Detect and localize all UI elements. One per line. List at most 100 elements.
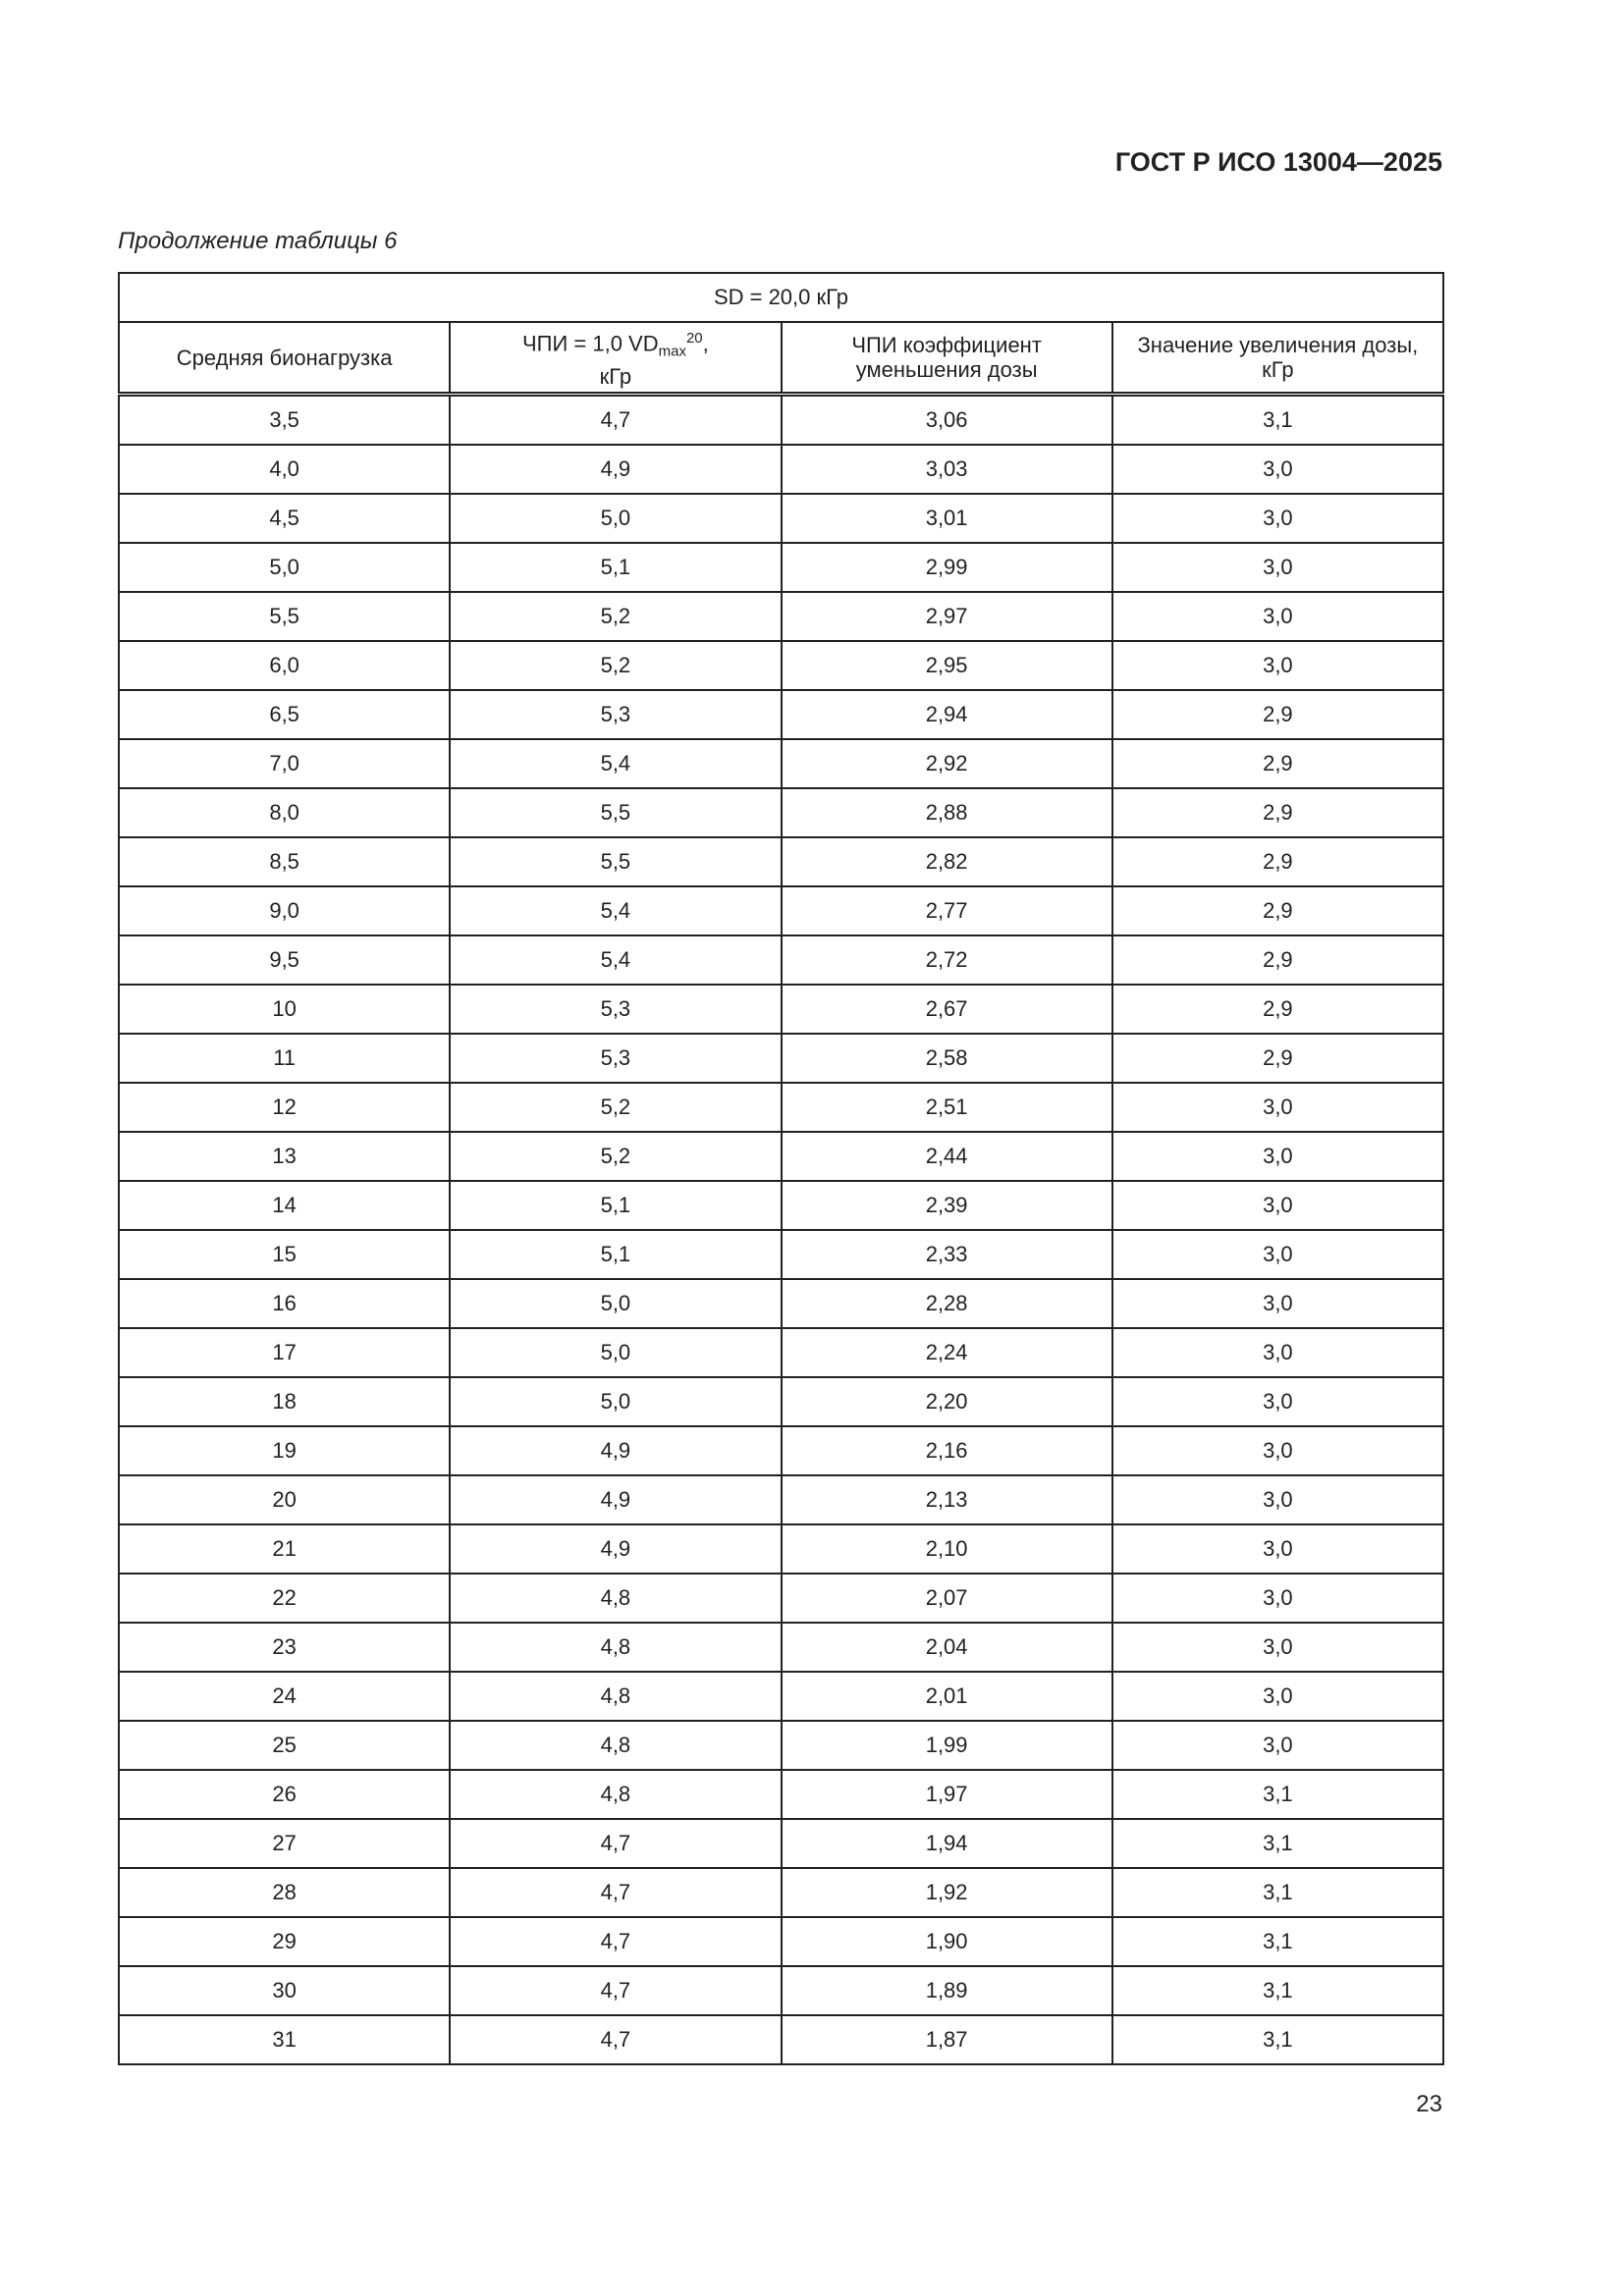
table-row: 26 4,8 1,97 3,1	[117, 1769, 1445, 1820]
vdmax-cell: 5,5	[449, 836, 783, 887]
table-row: 7,0 5,4 2,92 2,9	[117, 738, 1445, 789]
dose-increment-cell: 3,0	[1110, 640, 1445, 691]
reduction-factor-cell: 3,03	[780, 444, 1113, 495]
bioburden-cell: 28	[117, 1867, 452, 1918]
bioburden-cell: 18	[117, 1376, 452, 1427]
vdmax-cell: 4,8	[449, 1622, 783, 1673]
vdmax-cell: 5,4	[449, 885, 783, 936]
table-row: 6,0 5,2 2,95 3,0	[117, 640, 1445, 691]
vdmax-cell: 4,9	[449, 1523, 783, 1575]
bioburden-cell: 12	[117, 1082, 452, 1133]
header-reduction-line1: ЧПИ коэффициент	[851, 333, 1042, 357]
vdmax-cell: 4,9	[449, 444, 783, 495]
table-row: 20 4,9 2,13 3,0	[117, 1474, 1445, 1525]
reduction-factor-cell: 2,82	[780, 836, 1113, 887]
bioburden-cell: 8,0	[117, 787, 452, 838]
reduction-factor-cell: 2,99	[780, 542, 1113, 593]
table-row: 30 4,7 1,89 3,1	[117, 1965, 1445, 2016]
bioburden-cell: 14	[117, 1180, 452, 1231]
reduction-factor-cell: 2,72	[780, 934, 1113, 986]
table-caption: Продолжение таблицы 6	[118, 228, 398, 254]
reduction-factor-cell: 2,01	[780, 1671, 1113, 1722]
bioburden-cell: 5,0	[117, 542, 452, 593]
dose-increment-cell: 3,0	[1110, 1622, 1445, 1673]
dose-increment-cell: 3,1	[1110, 1818, 1445, 1869]
bioburden-cell: 11	[117, 1033, 452, 1084]
vdmax-cell: 5,0	[449, 493, 783, 544]
reduction-factor-cell: 2,20	[780, 1376, 1113, 1427]
reduction-factor-cell: 2,16	[780, 1425, 1113, 1476]
vdmax-cell: 5,3	[449, 689, 783, 740]
table-row: 31 4,7 1,87 3,1	[117, 2014, 1445, 2065]
header-dose-increment: Значение увеличения дозы, кГр	[1110, 321, 1445, 397]
vdmax-cell: 4,7	[449, 2014, 783, 2065]
vdmax-cell: 5,0	[449, 1327, 783, 1378]
vdmax-cell: 5,0	[449, 1278, 783, 1329]
vdmax-cell: 4,7	[449, 1867, 783, 1918]
bioburden-cell: 17	[117, 1327, 452, 1378]
table-row: 15 5,1 2,33 3,0	[117, 1229, 1445, 1280]
table-row: 21 4,9 2,10 3,0	[117, 1523, 1445, 1575]
table-body: 3,5 4,7 3,06 3,1 4,0 4,9 3,03 3,0 4,5 5,0 3,01 3,0 5…	[117, 393, 1445, 2065]
vdmax-cell: 4,9	[449, 1474, 783, 1525]
table-row: 9,0 5,4 2,77 2,9	[117, 885, 1445, 936]
reduction-factor-cell: 2,04	[780, 1622, 1113, 1673]
bioburden-cell: 25	[117, 1720, 452, 1771]
bioburden-cell: 9,0	[117, 885, 452, 936]
table-span-row: SD = 20,0 кГр	[118, 272, 1444, 323]
page-number: 23	[1416, 2091, 1442, 2117]
reduction-factor-cell: 2,07	[780, 1573, 1113, 1624]
reduction-factor-cell: 2,24	[780, 1327, 1113, 1378]
dose-increment-cell: 2,9	[1110, 836, 1445, 887]
vdmax-cell: 4,7	[449, 1916, 783, 1967]
vdmax-cell: 4,8	[449, 1573, 783, 1624]
reduction-factor-cell: 1,99	[780, 1720, 1113, 1771]
reduction-factor-cell: 2,95	[780, 640, 1113, 691]
reduction-factor-cell: 1,97	[780, 1769, 1113, 1820]
dose-increment-cell: 3,0	[1110, 1229, 1445, 1280]
reduction-factor-cell: 1,94	[780, 1818, 1113, 1869]
vdmax-cell: 4,8	[449, 1671, 783, 1722]
dose-increment-cell: 3,1	[1110, 1769, 1445, 1820]
vdmax-cell: 4,9	[449, 1425, 783, 1476]
bioburden-cell: 4,0	[117, 444, 452, 495]
bioburden-cell: 9,5	[117, 934, 452, 986]
header-vdmax: ЧПИ = 1,0 VDmax20, кГр	[449, 321, 783, 397]
reduction-factor-cell: 2,51	[780, 1082, 1113, 1133]
dose-increment-cell: 2,9	[1110, 1033, 1445, 1084]
reduction-factor-cell: 1,87	[780, 2014, 1113, 2065]
header-vdmax-tail: ,	[702, 331, 709, 356]
vdmax-cell: 5,2	[449, 640, 783, 691]
data-table: SD = 20,0 кГр Средняя бионагрузка ЧПИ = …	[117, 272, 1445, 2065]
dose-increment-cell: 3,0	[1110, 1131, 1445, 1182]
dose-increment-cell: 3,0	[1110, 1425, 1445, 1476]
dose-increment-cell: 2,9	[1110, 787, 1445, 838]
dose-increment-cell: 3,1	[1110, 1867, 1445, 1918]
reduction-factor-cell: 1,92	[780, 1867, 1113, 1918]
vdmax-cell: 5,5	[449, 787, 783, 838]
bioburden-cell: 16	[117, 1278, 452, 1329]
bioburden-cell: 5,5	[117, 591, 452, 642]
reduction-factor-cell: 2,77	[780, 885, 1113, 936]
table-row: 19 4,9 2,16 3,0	[117, 1425, 1445, 1476]
reduction-factor-cell: 2,44	[780, 1131, 1113, 1182]
bioburden-cell: 6,5	[117, 689, 452, 740]
table-row: 25 4,8 1,99 3,0	[117, 1720, 1445, 1771]
header-reduction-line2: уменьшения дозы	[855, 357, 1038, 382]
dose-increment-cell: 3,1	[1110, 2014, 1445, 2065]
vdmax-cell: 4,7	[449, 1818, 783, 1869]
vdmax-cell: 5,2	[449, 1131, 783, 1182]
table-row: 29 4,7 1,90 3,1	[117, 1916, 1445, 1967]
bioburden-cell: 19	[117, 1425, 452, 1476]
table-row: 27 4,7 1,94 3,1	[117, 1818, 1445, 1869]
dose-increment-cell: 3,0	[1110, 1671, 1445, 1722]
header-reduction-factor: ЧПИ коэффициент уменьшения дозы	[780, 321, 1113, 397]
bioburden-cell: 20	[117, 1474, 452, 1525]
dose-increment-cell: 3,0	[1110, 493, 1445, 544]
table-row: 5,0 5,1 2,99 3,0	[117, 542, 1445, 593]
reduction-factor-cell: 2,94	[780, 689, 1113, 740]
table-row: 13 5,2 2,44 3,0	[117, 1131, 1445, 1182]
reduction-factor-cell: 1,89	[780, 1965, 1113, 2016]
reduction-factor-cell: 2,13	[780, 1474, 1113, 1525]
vdmax-cell: 5,1	[449, 542, 783, 593]
